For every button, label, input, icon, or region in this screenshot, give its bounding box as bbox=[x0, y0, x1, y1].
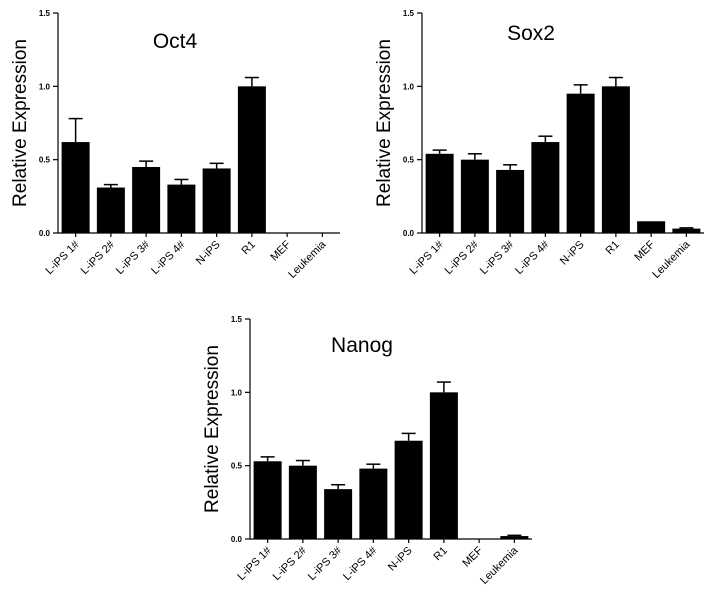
sox2-y-tick-label: 0.5 bbox=[403, 156, 415, 165]
oct4-bar-0 bbox=[61, 142, 90, 233]
nanog-category-label: N-iPS bbox=[386, 545, 415, 574]
nanog-y-tick-label: 1.0 bbox=[231, 388, 243, 397]
oct4-bar-2 bbox=[132, 167, 161, 233]
sox2-category-label: Leukemia bbox=[650, 238, 693, 281]
sox2-category-label: L-iPS 4# bbox=[513, 238, 552, 277]
oct4-bar-4 bbox=[202, 168, 231, 233]
nanog-category-label: R1 bbox=[432, 545, 450, 563]
nanog-category-label: L-iPS 4# bbox=[341, 544, 380, 583]
sox2-y-axis-label: Relative Expression bbox=[374, 39, 395, 207]
sox2-category-label: MEF bbox=[632, 238, 657, 263]
sox2-bar-0 bbox=[425, 153, 454, 233]
sox2-bar-6 bbox=[637, 221, 666, 233]
nanog-bar-4 bbox=[394, 440, 423, 539]
nanog-bar-7 bbox=[500, 536, 529, 539]
oct4-title: Oct4 bbox=[153, 30, 198, 53]
sox2-bar-3 bbox=[531, 142, 560, 233]
sox2-category-label: R1 bbox=[604, 239, 622, 257]
nanog-bar-0 bbox=[253, 461, 282, 539]
oct4-category-label: L-iPS 1# bbox=[43, 238, 82, 277]
oct4-category-label: L-iPS 3# bbox=[114, 238, 153, 277]
sox2-bar-4 bbox=[566, 93, 595, 234]
sox2-category-label: L-iPS 1# bbox=[407, 238, 446, 277]
nanog-category-label: Leukemia bbox=[478, 544, 521, 587]
sox2-y-tick-label: 1.5 bbox=[403, 9, 415, 18]
sox2-panel: Sox2 0.0 0.5 1.0 1.5 Relative Expression L-iPS… bbox=[374, 9, 704, 281]
oct4-category-label: R1 bbox=[240, 239, 258, 257]
sox2-bar-5 bbox=[601, 86, 630, 233]
nanog-category-label: L-iPS 3# bbox=[306, 544, 345, 583]
oct4-y-tick-label: 1.5 bbox=[39, 9, 51, 18]
sox2-category-label: L-iPS 2# bbox=[443, 238, 482, 277]
nanog-y-axis-label: Relative Expression bbox=[202, 345, 223, 513]
oct4-y-axis-label: Relative Expression bbox=[10, 39, 31, 207]
nanog-bar-3 bbox=[359, 468, 388, 539]
sox2-y-tick-label: 1.0 bbox=[403, 82, 415, 91]
nanog-panel: Nanog 0.0 0.5 1.0 1.5 Relative Expression L-iP… bbox=[202, 315, 532, 587]
oct4-bar-3 bbox=[167, 184, 196, 233]
oct4-y-tick-label: 0.5 bbox=[39, 156, 51, 165]
oct4-bar-1 bbox=[96, 187, 125, 233]
sox2-bar-1 bbox=[460, 159, 489, 233]
oct4-category-label: N-iPS bbox=[194, 239, 223, 268]
nanog-y-tick-label: 0.5 bbox=[231, 462, 243, 471]
oct4-bar-5 bbox=[237, 86, 266, 233]
nanog-bar-1 bbox=[288, 465, 317, 539]
sox2-y-tick-label: 0.0 bbox=[403, 229, 415, 238]
oct4-category-label: MEF bbox=[268, 238, 293, 263]
nanog-bar-5 bbox=[429, 392, 458, 539]
nanog-y-tick-label: 0.0 bbox=[231, 535, 243, 544]
nanog-category-label: L-iPS 2# bbox=[271, 544, 310, 583]
oct4-panel: Oct4 0.0 0.5 1.0 1.5 Relative Expression L-iPS… bbox=[10, 9, 340, 281]
nanog-bar-2 bbox=[324, 489, 353, 539]
oct4-category-label: Leukemia bbox=[286, 238, 329, 281]
oct4-y-tick-label: 1.0 bbox=[39, 82, 51, 91]
sox2-bar-7 bbox=[672, 228, 701, 233]
oct4-y-tick-label: 0.0 bbox=[39, 229, 51, 238]
sox2-category-label: L-iPS 3# bbox=[478, 238, 517, 277]
sox2-title: Sox2 bbox=[507, 22, 555, 45]
nanog-category-label: MEF bbox=[460, 544, 485, 569]
nanog-title: Nanog bbox=[331, 334, 393, 357]
nanog-y-tick-label: 1.5 bbox=[231, 315, 243, 324]
nanog-category-label: L-iPS 1# bbox=[235, 544, 274, 583]
sox2-bar-2 bbox=[496, 169, 525, 233]
sox2-category-label: N-iPS bbox=[558, 239, 587, 268]
oct4-category-label: L-iPS 2# bbox=[79, 238, 118, 277]
oct4-category-label: L-iPS 4# bbox=[149, 238, 188, 277]
